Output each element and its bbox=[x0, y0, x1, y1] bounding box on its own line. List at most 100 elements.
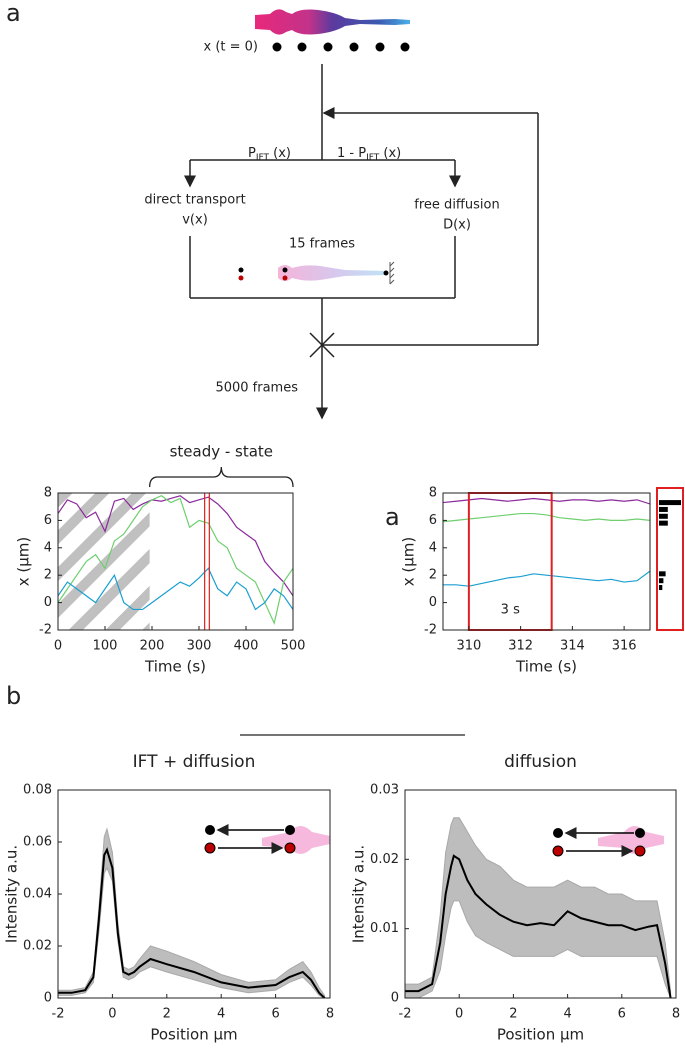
annotation: steady - state bbox=[170, 443, 273, 461]
chart-title: IFT + diffusion bbox=[133, 752, 256, 772]
x-tick-label: 100 bbox=[93, 639, 118, 654]
y-tick-label: 6 bbox=[429, 513, 437, 528]
y-tick-label: 0 bbox=[391, 991, 399, 1006]
x-tick-label: 300 bbox=[187, 639, 212, 654]
y-tick-label: 2 bbox=[429, 568, 437, 583]
x-tick-label: 316 bbox=[612, 639, 637, 654]
panel-label: a bbox=[385, 503, 400, 531]
x-tick-label: 6 bbox=[618, 1007, 626, 1022]
annotation: 3 s bbox=[501, 603, 520, 618]
diagram: x (t = 0) PIFT (x) 1 - PIFT (x) direct t… bbox=[144, 9, 539, 420]
x-tick-label: 8 bbox=[326, 1007, 334, 1022]
y-tick-label: -2 bbox=[39, 623, 52, 638]
series-line bbox=[58, 847, 326, 998]
p-sub: IFT bbox=[366, 153, 380, 163]
profile-envelope bbox=[405, 817, 672, 998]
plot-area bbox=[405, 817, 672, 998]
cell-icon bbox=[255, 9, 410, 35]
series-line bbox=[443, 512, 650, 523]
cell-icon-small bbox=[278, 265, 385, 281]
steady-state-bracket bbox=[149, 466, 294, 488]
side-histogram-frame bbox=[656, 487, 684, 631]
y-tick-label: 0 bbox=[44, 595, 52, 610]
legend-icon bbox=[204, 824, 664, 857]
p-sub: IFT bbox=[256, 153, 270, 163]
x-tick-label: -2 bbox=[52, 1007, 65, 1022]
y-tick-label: 0.06 bbox=[23, 835, 52, 850]
y-tick-label: 0.03 bbox=[370, 783, 399, 798]
x-tick-label: 4 bbox=[563, 1007, 571, 1022]
y-axis-label: Intensity a.u. bbox=[3, 845, 21, 943]
series-line bbox=[443, 497, 650, 505]
x-axis-label: Position μm bbox=[497, 1026, 584, 1044]
y-tick-label: 8 bbox=[429, 486, 437, 501]
chart-title: diffusion bbox=[504, 752, 577, 772]
x-tick-label: 0 bbox=[54, 639, 62, 654]
series-line bbox=[405, 854, 672, 998]
x-tick-label: 8 bbox=[672, 1007, 680, 1022]
start-dots bbox=[272, 42, 410, 52]
branch-label: direct transport bbox=[144, 193, 245, 208]
x-tick-label: 2 bbox=[163, 1007, 171, 1022]
y-tick-label: 8 bbox=[44, 486, 52, 501]
y-axis-label: x (μm) bbox=[15, 537, 33, 587]
x-tick-label: 6 bbox=[271, 1007, 279, 1022]
side-histogram-bar bbox=[659, 571, 666, 577]
series-line bbox=[58, 567, 293, 611]
p-tail: (x) bbox=[379, 146, 401, 161]
x-tick-label: 2 bbox=[509, 1007, 517, 1022]
side-histogram-bar bbox=[659, 506, 668, 512]
p: P bbox=[248, 146, 256, 161]
side-histogram-bar bbox=[659, 500, 681, 506]
x-tick-label: 200 bbox=[140, 639, 165, 654]
branch-probability: 1 - PIFT (x) bbox=[337, 146, 401, 163]
branch-probability: PIFT (x) bbox=[248, 146, 291, 163]
x-tick-label: 314 bbox=[560, 639, 585, 654]
axes-frame bbox=[57, 492, 294, 631]
y-tick-label: -2 bbox=[424, 623, 437, 638]
axes-frame bbox=[442, 492, 651, 631]
x-tick-label: 400 bbox=[234, 639, 259, 654]
panel-label: b bbox=[6, 682, 21, 710]
y-tick-label: 0.02 bbox=[23, 939, 52, 954]
side-histogram-bar bbox=[659, 513, 668, 519]
y-tick-label: 6 bbox=[44, 513, 52, 528]
x-tick-label: 500 bbox=[281, 639, 306, 654]
plot-area bbox=[58, 827, 326, 998]
profile-envelope bbox=[58, 827, 326, 998]
p: 1 - P bbox=[337, 146, 366, 161]
start-label: x (t = 0) bbox=[204, 40, 259, 55]
y-tick-label: 0.01 bbox=[370, 921, 399, 936]
frames-label: 15 frames bbox=[289, 237, 355, 252]
series-line bbox=[58, 495, 293, 597]
panel-label: a bbox=[6, 0, 21, 27]
x-tick-label: 0 bbox=[108, 1007, 116, 1022]
x-axis-label: Position μm bbox=[150, 1026, 237, 1044]
axes-frame bbox=[404, 789, 677, 999]
y-tick-label: 4 bbox=[429, 540, 437, 555]
plot-area bbox=[443, 497, 650, 587]
series-line bbox=[58, 495, 293, 626]
y-tick-label: 0.04 bbox=[23, 887, 52, 902]
x-tick-label: 4 bbox=[217, 1007, 225, 1022]
y-axis-label: Intensity a.u. bbox=[350, 845, 368, 943]
y-tick-label: 0 bbox=[44, 991, 52, 1006]
side-histogram-bar bbox=[659, 578, 664, 584]
series-line bbox=[443, 570, 650, 587]
x-tick-label: -2 bbox=[399, 1007, 412, 1022]
side-histogram-bar bbox=[659, 520, 668, 526]
plot-area bbox=[58, 493, 293, 630]
branch-label: D(x) bbox=[443, 218, 471, 233]
p-tail: (x) bbox=[269, 146, 291, 161]
x-axis-label: Time (s) bbox=[515, 658, 577, 676]
y-tick-label: 0 bbox=[429, 595, 437, 610]
transient-hatch bbox=[58, 493, 150, 630]
y-axis-label: x (μm) bbox=[400, 537, 418, 587]
frames-label: 5000 frames bbox=[215, 381, 298, 396]
y-tick-label: 0.02 bbox=[370, 852, 399, 867]
side-histogram-bar bbox=[659, 585, 663, 591]
branch-label: free diffusion bbox=[414, 198, 499, 213]
x-tick-label: 0 bbox=[455, 1007, 463, 1022]
x-tick-label: 312 bbox=[508, 639, 533, 654]
